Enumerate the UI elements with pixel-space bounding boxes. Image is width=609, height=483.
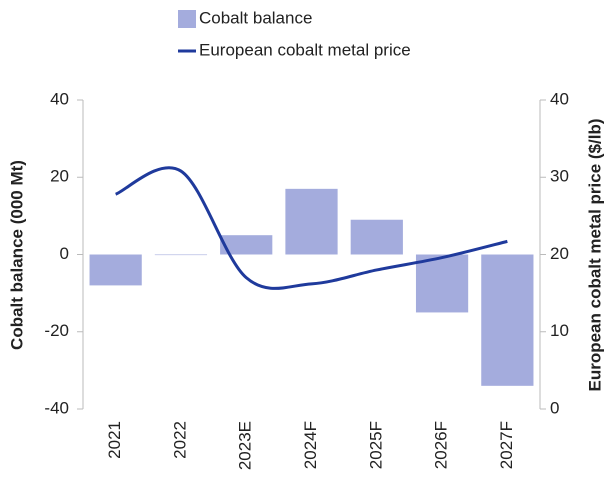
y-tick-label: 40 xyxy=(50,89,69,108)
y-tick-label: -40 xyxy=(44,398,69,417)
y2-axis-title: European cobalt metal price ($/lb) xyxy=(585,118,604,391)
x-tick-label: 2026F xyxy=(432,421,451,469)
y2-tick-label: 20 xyxy=(550,244,569,263)
x-tick-label: 2024F xyxy=(301,421,320,469)
y2-tick-label: 40 xyxy=(550,89,569,108)
bar xyxy=(89,254,142,286)
bar xyxy=(481,254,534,386)
y2-tick-label: 0 xyxy=(550,398,559,417)
y-tick-label: 0 xyxy=(60,244,69,263)
x-tick-label: 2021 xyxy=(105,421,124,459)
y2-tick-label: 30 xyxy=(550,167,569,186)
legend-swatch xyxy=(178,10,196,28)
y2-tick-label: 10 xyxy=(550,321,569,340)
bar xyxy=(220,235,273,255)
legend-label: European cobalt metal price xyxy=(199,40,411,59)
bar xyxy=(350,219,403,255)
bar xyxy=(415,254,469,313)
x-tick-label: 2025F xyxy=(366,421,385,469)
legend-label: Cobalt balance xyxy=(199,8,312,27)
bar xyxy=(154,254,208,256)
bar xyxy=(285,188,338,255)
x-tick-label: 2023E xyxy=(236,421,255,470)
y-tick-label: 20 xyxy=(50,167,69,186)
line xyxy=(114,166,508,290)
x-tick-label: 2027F xyxy=(497,421,516,469)
y-axis-title: Cobalt balance (000 Mt) xyxy=(7,160,26,350)
x-tick-label: 2022 xyxy=(170,421,189,459)
y-tick-label: -20 xyxy=(44,321,69,340)
